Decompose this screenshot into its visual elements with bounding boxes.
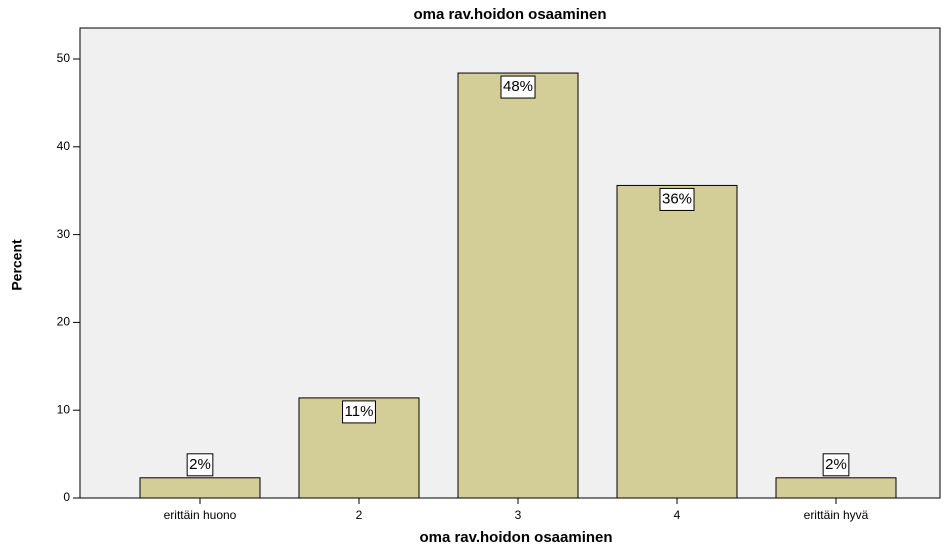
bar [616, 184, 738, 499]
x-tick-label: erittäin hyvä [804, 508, 869, 522]
y-tick-label: 20 [57, 315, 71, 329]
y-axis-label: Percent [9, 239, 25, 291]
value-label: 48% [503, 78, 533, 95]
bar [139, 477, 261, 499]
x-axis-label: oma rav.hoidon osaaminen [419, 529, 612, 546]
value-label-box [822, 453, 850, 477]
y-tick-label: 50 [57, 51, 71, 65]
x-tick-label: 4 [674, 508, 681, 522]
y-tick-label: 0 [63, 490, 70, 504]
x-tick-label: erittäin huono [164, 508, 237, 522]
value-label-box [500, 75, 536, 99]
value-label: 11% [345, 403, 374, 420]
value-label: 2% [825, 456, 847, 473]
value-label-box [186, 453, 214, 477]
bar [775, 477, 897, 499]
value-label-box [659, 187, 695, 211]
value-label-box [342, 400, 376, 424]
y-tick-label: 30 [57, 227, 71, 241]
value-label: 36% [662, 190, 692, 207]
y-tick-label: 40 [57, 139, 71, 153]
x-tick-label: 2 [356, 508, 363, 522]
bar [457, 72, 579, 499]
y-tick-label: 10 [57, 402, 71, 416]
chart-title: oma rav.hoidon osaaminen [413, 6, 606, 23]
value-label: 2% [189, 456, 211, 473]
x-tick-label: 3 [515, 508, 522, 522]
